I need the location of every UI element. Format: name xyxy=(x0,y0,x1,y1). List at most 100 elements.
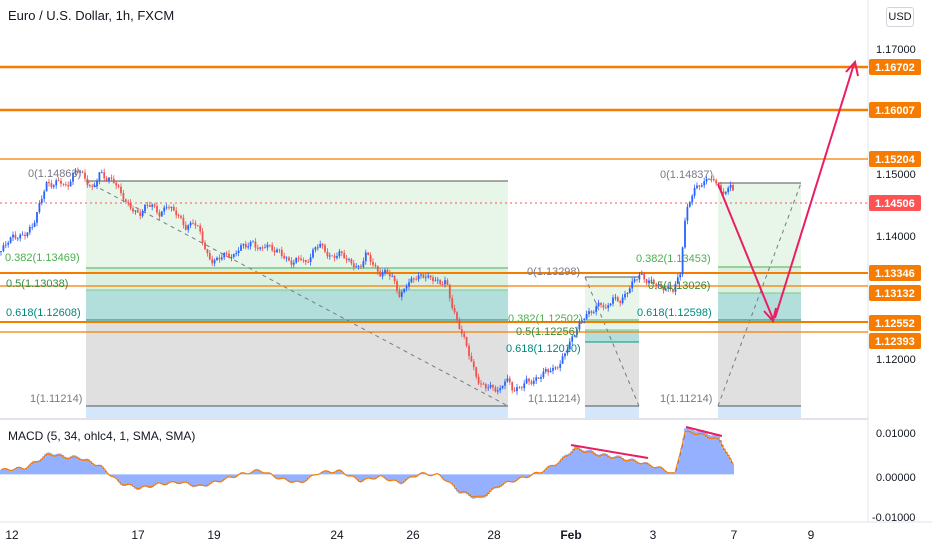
fib-right-zone-ext xyxy=(718,406,801,418)
price-tag-bg xyxy=(869,265,921,281)
candle-body xyxy=(352,263,355,268)
candle-body xyxy=(722,191,725,194)
candle-body xyxy=(105,178,108,181)
candle-body xyxy=(319,243,322,248)
candle-body xyxy=(672,289,674,292)
candle-body xyxy=(660,285,662,288)
time-tick: 3 xyxy=(650,528,657,542)
candle-body xyxy=(345,258,348,260)
candle-body xyxy=(561,356,564,364)
candle-body xyxy=(597,302,600,307)
up-arrow-head xyxy=(845,59,859,77)
candle-body xyxy=(175,210,178,216)
candle-body xyxy=(108,177,110,181)
candle-body xyxy=(583,318,586,321)
candle-body xyxy=(302,259,305,261)
candle-body xyxy=(456,312,458,320)
fib-right-label-1: 1(1.11214) xyxy=(660,393,712,405)
candle-body xyxy=(98,172,101,182)
candle-body xyxy=(55,180,58,186)
price-tag: 1.12552 xyxy=(875,318,915,330)
candle-body xyxy=(223,253,226,258)
candle-body xyxy=(60,180,62,184)
candle-body xyxy=(412,278,415,280)
candle-body xyxy=(331,255,334,257)
candle-body xyxy=(266,244,269,248)
candle-body xyxy=(676,277,679,284)
candle-body xyxy=(508,378,511,383)
candle-body xyxy=(604,307,607,309)
candle-body xyxy=(50,183,53,187)
candle-body xyxy=(710,178,713,180)
candle-body xyxy=(523,383,526,389)
candle-body xyxy=(403,288,406,293)
price-tick: 1.14000 xyxy=(876,231,916,243)
price-tag-bg xyxy=(869,59,921,75)
macd-tick: 0.00000 xyxy=(876,472,916,484)
candle-body xyxy=(110,177,113,179)
fib-left-label-5: 0.5(1.13038) xyxy=(6,278,68,290)
fib-right-label-5: 0.5(1.13026) xyxy=(648,280,710,292)
fib-left-zone-0-382 xyxy=(86,181,508,268)
candle-body xyxy=(264,247,266,249)
candle-body xyxy=(585,314,588,319)
candle-body xyxy=(691,195,694,203)
candle-body xyxy=(364,252,367,262)
candle-body xyxy=(271,244,274,251)
candle-body xyxy=(156,205,158,213)
candle-body xyxy=(410,278,413,283)
candle-body xyxy=(432,277,434,282)
candle-body xyxy=(664,288,667,291)
candle-body xyxy=(415,279,418,281)
candle-body xyxy=(139,212,142,216)
candle-body xyxy=(679,274,682,278)
candle-body xyxy=(151,204,154,207)
candle-body xyxy=(355,266,358,268)
candle-body xyxy=(578,322,581,330)
candle-body xyxy=(501,385,504,389)
candle-body xyxy=(211,259,214,264)
candle-body xyxy=(700,185,703,187)
candle-body xyxy=(720,185,722,192)
candle-body xyxy=(537,377,540,379)
macd-indicator-label[interactable]: MACD (5, 34, ohlc4, 1, SMA, SMA) xyxy=(8,429,196,443)
last-price-tag-bg xyxy=(869,195,921,211)
candle-body xyxy=(247,246,250,248)
fib-mid-label-382: 0.382(1.12502) xyxy=(508,313,583,325)
candle-body xyxy=(595,306,598,312)
candle-body xyxy=(57,180,60,182)
candle-body xyxy=(276,249,278,253)
candle-body xyxy=(148,205,151,207)
candle-body xyxy=(472,361,475,368)
candle-body xyxy=(31,226,34,228)
price-tag: 1.13346 xyxy=(875,268,915,280)
candle-body xyxy=(434,280,437,282)
candle-body xyxy=(513,390,516,392)
candle-body xyxy=(69,181,72,187)
candle-body xyxy=(448,284,451,299)
candle-body xyxy=(729,184,732,188)
candle-body xyxy=(324,245,326,252)
candle-body xyxy=(40,198,43,204)
candle-body xyxy=(129,202,132,209)
macd-tick: 0.01000 xyxy=(876,428,916,440)
candle-body xyxy=(684,220,686,248)
candle-body xyxy=(427,275,430,278)
time-tick: Feb xyxy=(560,528,581,542)
fib-left-label-0: 0(1.14863) xyxy=(28,168,81,180)
candle-body xyxy=(559,363,562,368)
price-tag-bg xyxy=(869,102,921,118)
macd-axis: 0.01000 0.00000 -0.01000 xyxy=(872,428,916,524)
candle-body xyxy=(525,378,528,384)
currency-button[interactable]: USD xyxy=(886,7,914,27)
candle-body xyxy=(100,172,103,173)
candle-body xyxy=(36,212,38,223)
candle-body xyxy=(122,193,125,200)
candle-body xyxy=(91,186,94,187)
down-arrow-head xyxy=(763,307,777,324)
candle-body xyxy=(362,261,365,267)
candle-body xyxy=(458,319,461,330)
price-tag-bg xyxy=(869,151,921,167)
candle-body xyxy=(307,261,310,263)
